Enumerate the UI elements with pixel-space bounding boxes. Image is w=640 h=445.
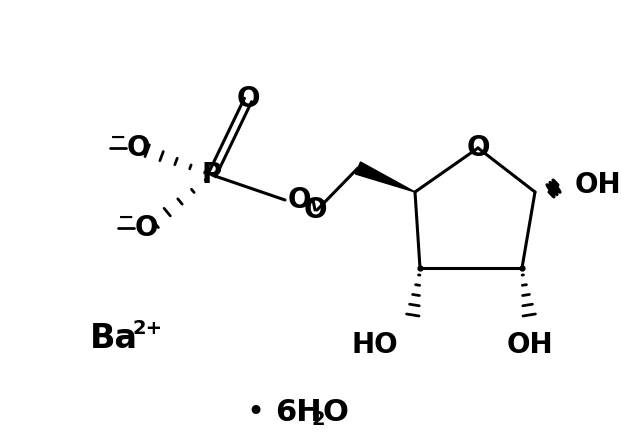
Text: Ba: Ba — [90, 321, 138, 355]
Polygon shape — [355, 162, 415, 192]
Text: 6H: 6H — [275, 397, 322, 426]
Text: O: O — [134, 214, 157, 242]
Text: HO: HO — [352, 331, 398, 359]
Text: 2+: 2+ — [132, 319, 162, 337]
Text: O: O — [287, 186, 311, 214]
Text: •: • — [246, 397, 264, 426]
Text: OH: OH — [575, 171, 621, 199]
Text: O: O — [303, 196, 327, 224]
Text: O: O — [467, 134, 490, 162]
Text: 2: 2 — [311, 409, 324, 429]
Text: OH: OH — [507, 331, 554, 359]
Text: −: − — [118, 207, 134, 227]
Text: P: P — [202, 161, 222, 189]
Text: −: − — [110, 128, 126, 146]
Text: O: O — [236, 85, 260, 113]
Text: O: O — [126, 134, 150, 162]
Text: O: O — [322, 397, 348, 426]
